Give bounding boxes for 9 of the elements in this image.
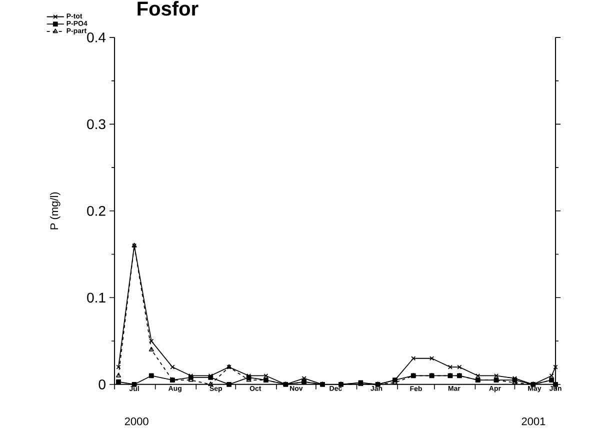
text: 2000 bbox=[124, 417, 148, 426]
y-tick-label: 0.3 bbox=[87, 119, 106, 130]
y-tick-label: 0.1 bbox=[87, 292, 106, 303]
text: 2001 bbox=[522, 417, 546, 426]
y-tick-label: 0.2 bbox=[87, 206, 106, 216]
chart-title: Fosfor bbox=[138, 1, 198, 16]
y-tick-label: 0.4 bbox=[87, 32, 106, 42]
y-axis-title: P (mg/l) bbox=[50, 192, 60, 230]
y-tick-label: 0 bbox=[98, 379, 106, 390]
